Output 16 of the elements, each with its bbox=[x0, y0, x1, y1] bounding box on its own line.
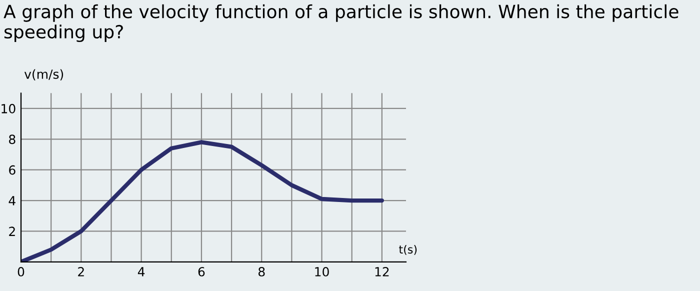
x-tick-label: 10 bbox=[315, 266, 329, 276]
line-series bbox=[21, 140, 384, 262]
y-tick-label: 4 bbox=[8, 196, 16, 206]
y-tick-label: 8 bbox=[9, 134, 16, 144]
y-tick-label: 2 bbox=[9, 226, 15, 236]
x-axis-title: t(s) bbox=[399, 245, 417, 255]
x-tick-label: 0 bbox=[18, 266, 24, 276]
x-tick-label: 6 bbox=[198, 266, 205, 276]
x-tick-label: 8 bbox=[258, 266, 265, 276]
y-tick-label: 10 bbox=[2, 104, 16, 114]
x-tick-label: 4 bbox=[138, 267, 145, 276]
y-tick-label: 6 bbox=[9, 165, 16, 175]
x-tick-label: 12 bbox=[375, 266, 389, 276]
y-axis-title: v(m/s) bbox=[24, 69, 64, 80]
x-tick-label: 2 bbox=[78, 266, 84, 276]
chart-title: A graph of the velocity function of a particle is shown. When is the particle speeding up? bbox=[4, 4, 678, 42]
